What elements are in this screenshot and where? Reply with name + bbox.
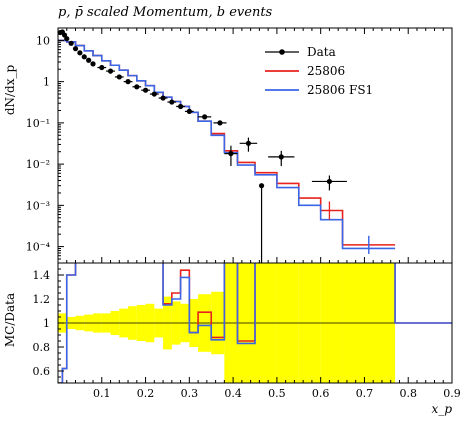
legend-label-fs1: 25806 FS1: [307, 83, 373, 97]
x-tick-label: 0.9: [443, 387, 461, 400]
y-tick-label-ratio: 0.8: [33, 341, 51, 354]
y-tick-label-top: 10⁻⁴: [26, 241, 51, 254]
data-point: [86, 57, 92, 63]
data-point: [77, 50, 83, 56]
data-point: [202, 114, 208, 120]
legend-label-data: Data: [307, 45, 336, 59]
data-point: [160, 95, 166, 101]
data-point: [151, 91, 157, 97]
data-point: [107, 68, 114, 74]
ratio-histograms: [58, 263, 452, 383]
legend-label-25806: 25806: [307, 64, 345, 78]
data-point: [68, 40, 74, 46]
y-tick-label-top: 10: [36, 34, 50, 47]
legend-data-marker: [279, 49, 285, 55]
y-tick-label-ratio: 1.4: [33, 269, 51, 282]
x-tick-label: 0.3: [181, 387, 199, 400]
data-point: [64, 36, 70, 42]
top-panel: 10 1 10⁻¹ 10⁻² 10⁻³ 10⁻⁴: [26, 27, 453, 264]
x-tick-label: 0.2: [137, 387, 155, 400]
x-tick-label: 0.6: [312, 387, 330, 400]
data-point: [278, 154, 284, 160]
data-point: [245, 140, 252, 146]
legend: Data 25806 25806 FS1: [265, 45, 373, 97]
data-point: [186, 108, 192, 114]
data-point: [116, 74, 122, 80]
data-point: [125, 79, 131, 85]
y-axis-label-top: dN/dx_p: [3, 65, 17, 116]
data-point: [81, 54, 87, 60]
data-point: [90, 61, 96, 67]
x-axis-label: x_p: [432, 402, 453, 416]
data-point: [177, 103, 184, 110]
ratio-line-2: [58, 263, 452, 383]
data-point: [169, 99, 175, 105]
y-tick-label-top: 1: [43, 76, 50, 89]
data-point: [72, 46, 79, 52]
x-tick-label: 0.8: [399, 387, 417, 400]
ratio-line-1: [58, 263, 452, 383]
data-point: [142, 87, 149, 93]
y-axis-label-bottom: MC/Data: [3, 293, 17, 347]
data-points: [58, 29, 347, 263]
data-point: [217, 120, 223, 126]
y-tick-label-ratio: 0.6: [33, 365, 51, 378]
top-histograms: [58, 39, 396, 254]
y-tick-label-top: 10⁻¹: [26, 117, 50, 130]
y-tick-label-top: 10⁻³: [26, 199, 50, 212]
data-point: [228, 150, 234, 157]
data-point: [258, 183, 265, 189]
x-tick-label: 0.4: [224, 387, 242, 400]
ratio-panel: 0.1 0.2 0.3 0.4 0.5 0.6 0.7 0.8 0.9 1.4 1.2 1 0.8 0.6: [33, 262, 461, 400]
data-point: [134, 84, 140, 90]
data-point: [326, 178, 333, 185]
x-tick-label: 0.5: [268, 387, 286, 400]
x-tick-label: 0.1: [93, 387, 111, 400]
series-line-2: [58, 39, 396, 250]
y-tick-label-ratio: 1.2: [33, 293, 51, 306]
top-frame: [57, 27, 453, 264]
y-tick-label-ratio: 1: [43, 317, 50, 330]
chart-title: p, p̄ scaled Momentum, b events: [58, 5, 273, 20]
data-point: [99, 64, 105, 71]
x-tick-label: 0.7: [356, 387, 374, 400]
y-tick-label-top: 10⁻²: [26, 158, 50, 171]
